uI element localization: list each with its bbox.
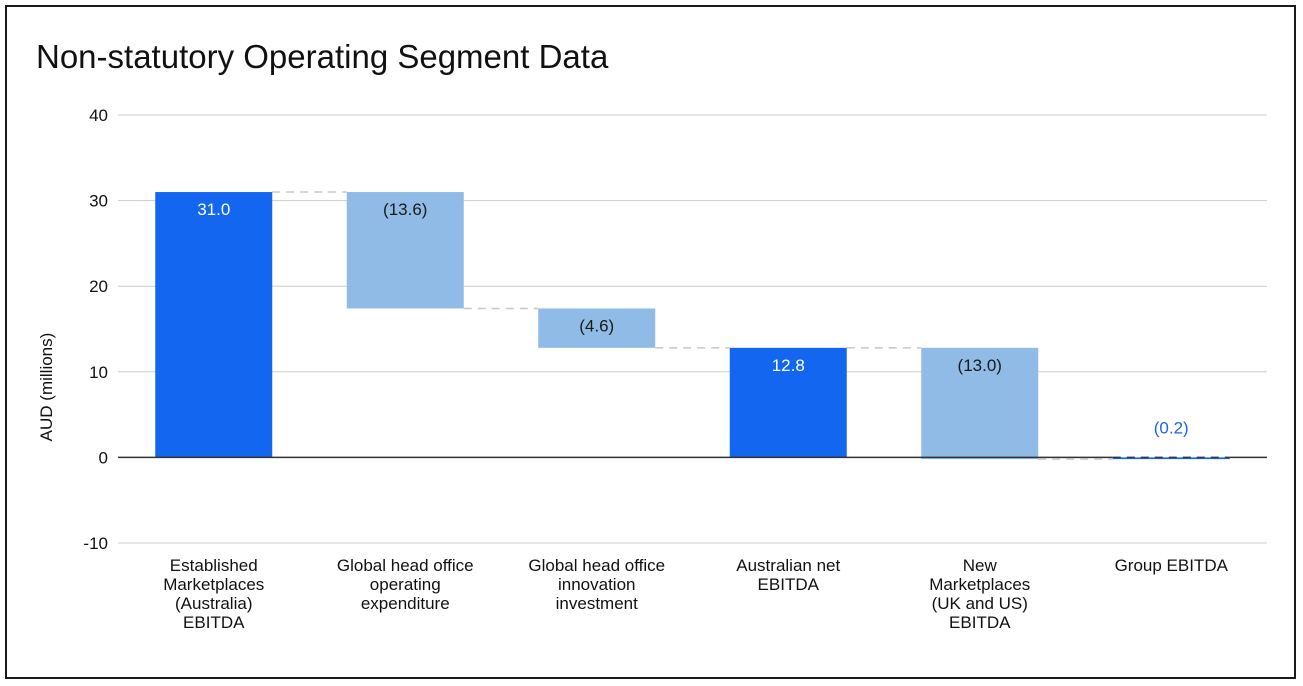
x-category-line: Group EBITDA <box>1115 556 1229 575</box>
gridlines <box>118 114 1267 544</box>
x-category-label: Global head office operating expenditure <box>337 556 474 613</box>
x-axis-categories: Established Marketplaces (Australia) EBITDA… <box>163 556 1228 632</box>
chart-title: Non-statutory Operating Segment Data <box>36 38 609 75</box>
y-tick-label: 30 <box>89 192 108 211</box>
x-category-line: Global head office <box>528 556 665 575</box>
x-category-line: New <box>963 556 998 575</box>
x-category-line: (Australia) <box>175 594 252 613</box>
y-tick-label: -10 <box>83 534 108 553</box>
x-category-label: Established Marketplaces (Australia) EBITDA <box>163 556 264 632</box>
y-axis-ticks: -10 0 10 20 30 40 <box>83 106 108 553</box>
y-tick-label: 20 <box>89 277 108 296</box>
bar-decrease <box>921 347 1039 460</box>
bar-total <box>729 347 847 458</box>
data-label: (0.2) <box>1154 418 1189 437</box>
data-label: 31.0 <box>197 200 230 219</box>
x-category-line: Established <box>170 556 258 575</box>
x-category-line: operating <box>370 575 441 594</box>
data-labels: 31.0 (13.6) (4.6) 12.8 (13.0) (0.2) <box>197 200 1189 437</box>
bar-decrease <box>346 192 464 309</box>
data-label: (13.6) <box>383 200 427 219</box>
data-label: 12.8 <box>772 356 805 375</box>
data-label: (13.0) <box>958 356 1002 375</box>
x-category-line: Global head office <box>337 556 474 575</box>
bar-total <box>1112 457 1230 460</box>
x-category-line: EBITDA <box>183 613 245 632</box>
x-category-line: (UK and US) <box>932 594 1028 613</box>
x-category-line: innovation <box>558 575 636 594</box>
x-category-line: Australian net <box>736 556 840 575</box>
x-category-line: Marketplaces <box>163 575 264 594</box>
x-category-line: Marketplaces <box>929 575 1030 594</box>
connectors <box>272 191 1113 460</box>
x-category-line: investment <box>556 594 638 613</box>
x-category-label: Group EBITDA <box>1115 556 1229 575</box>
bar-total <box>155 192 273 458</box>
x-category-line: EBITDA <box>949 613 1011 632</box>
data-label: (4.6) <box>579 316 614 335</box>
bar-decrease <box>538 308 656 348</box>
y-tick-label: 40 <box>89 106 108 125</box>
y-axis-label: AUD (millions) <box>37 333 56 442</box>
x-category-label: Global head office innovation investment <box>528 556 665 613</box>
x-category-line: EBITDA <box>758 575 820 594</box>
x-category-label: Australian net EBITDA <box>736 556 840 594</box>
y-tick-label: 0 <box>99 448 108 467</box>
x-category-label: New Marketplaces (UK and US) EBITDA <box>929 556 1030 632</box>
y-tick-label: 10 <box>89 363 108 382</box>
x-category-line: expenditure <box>361 594 450 613</box>
bars <box>155 192 1230 460</box>
